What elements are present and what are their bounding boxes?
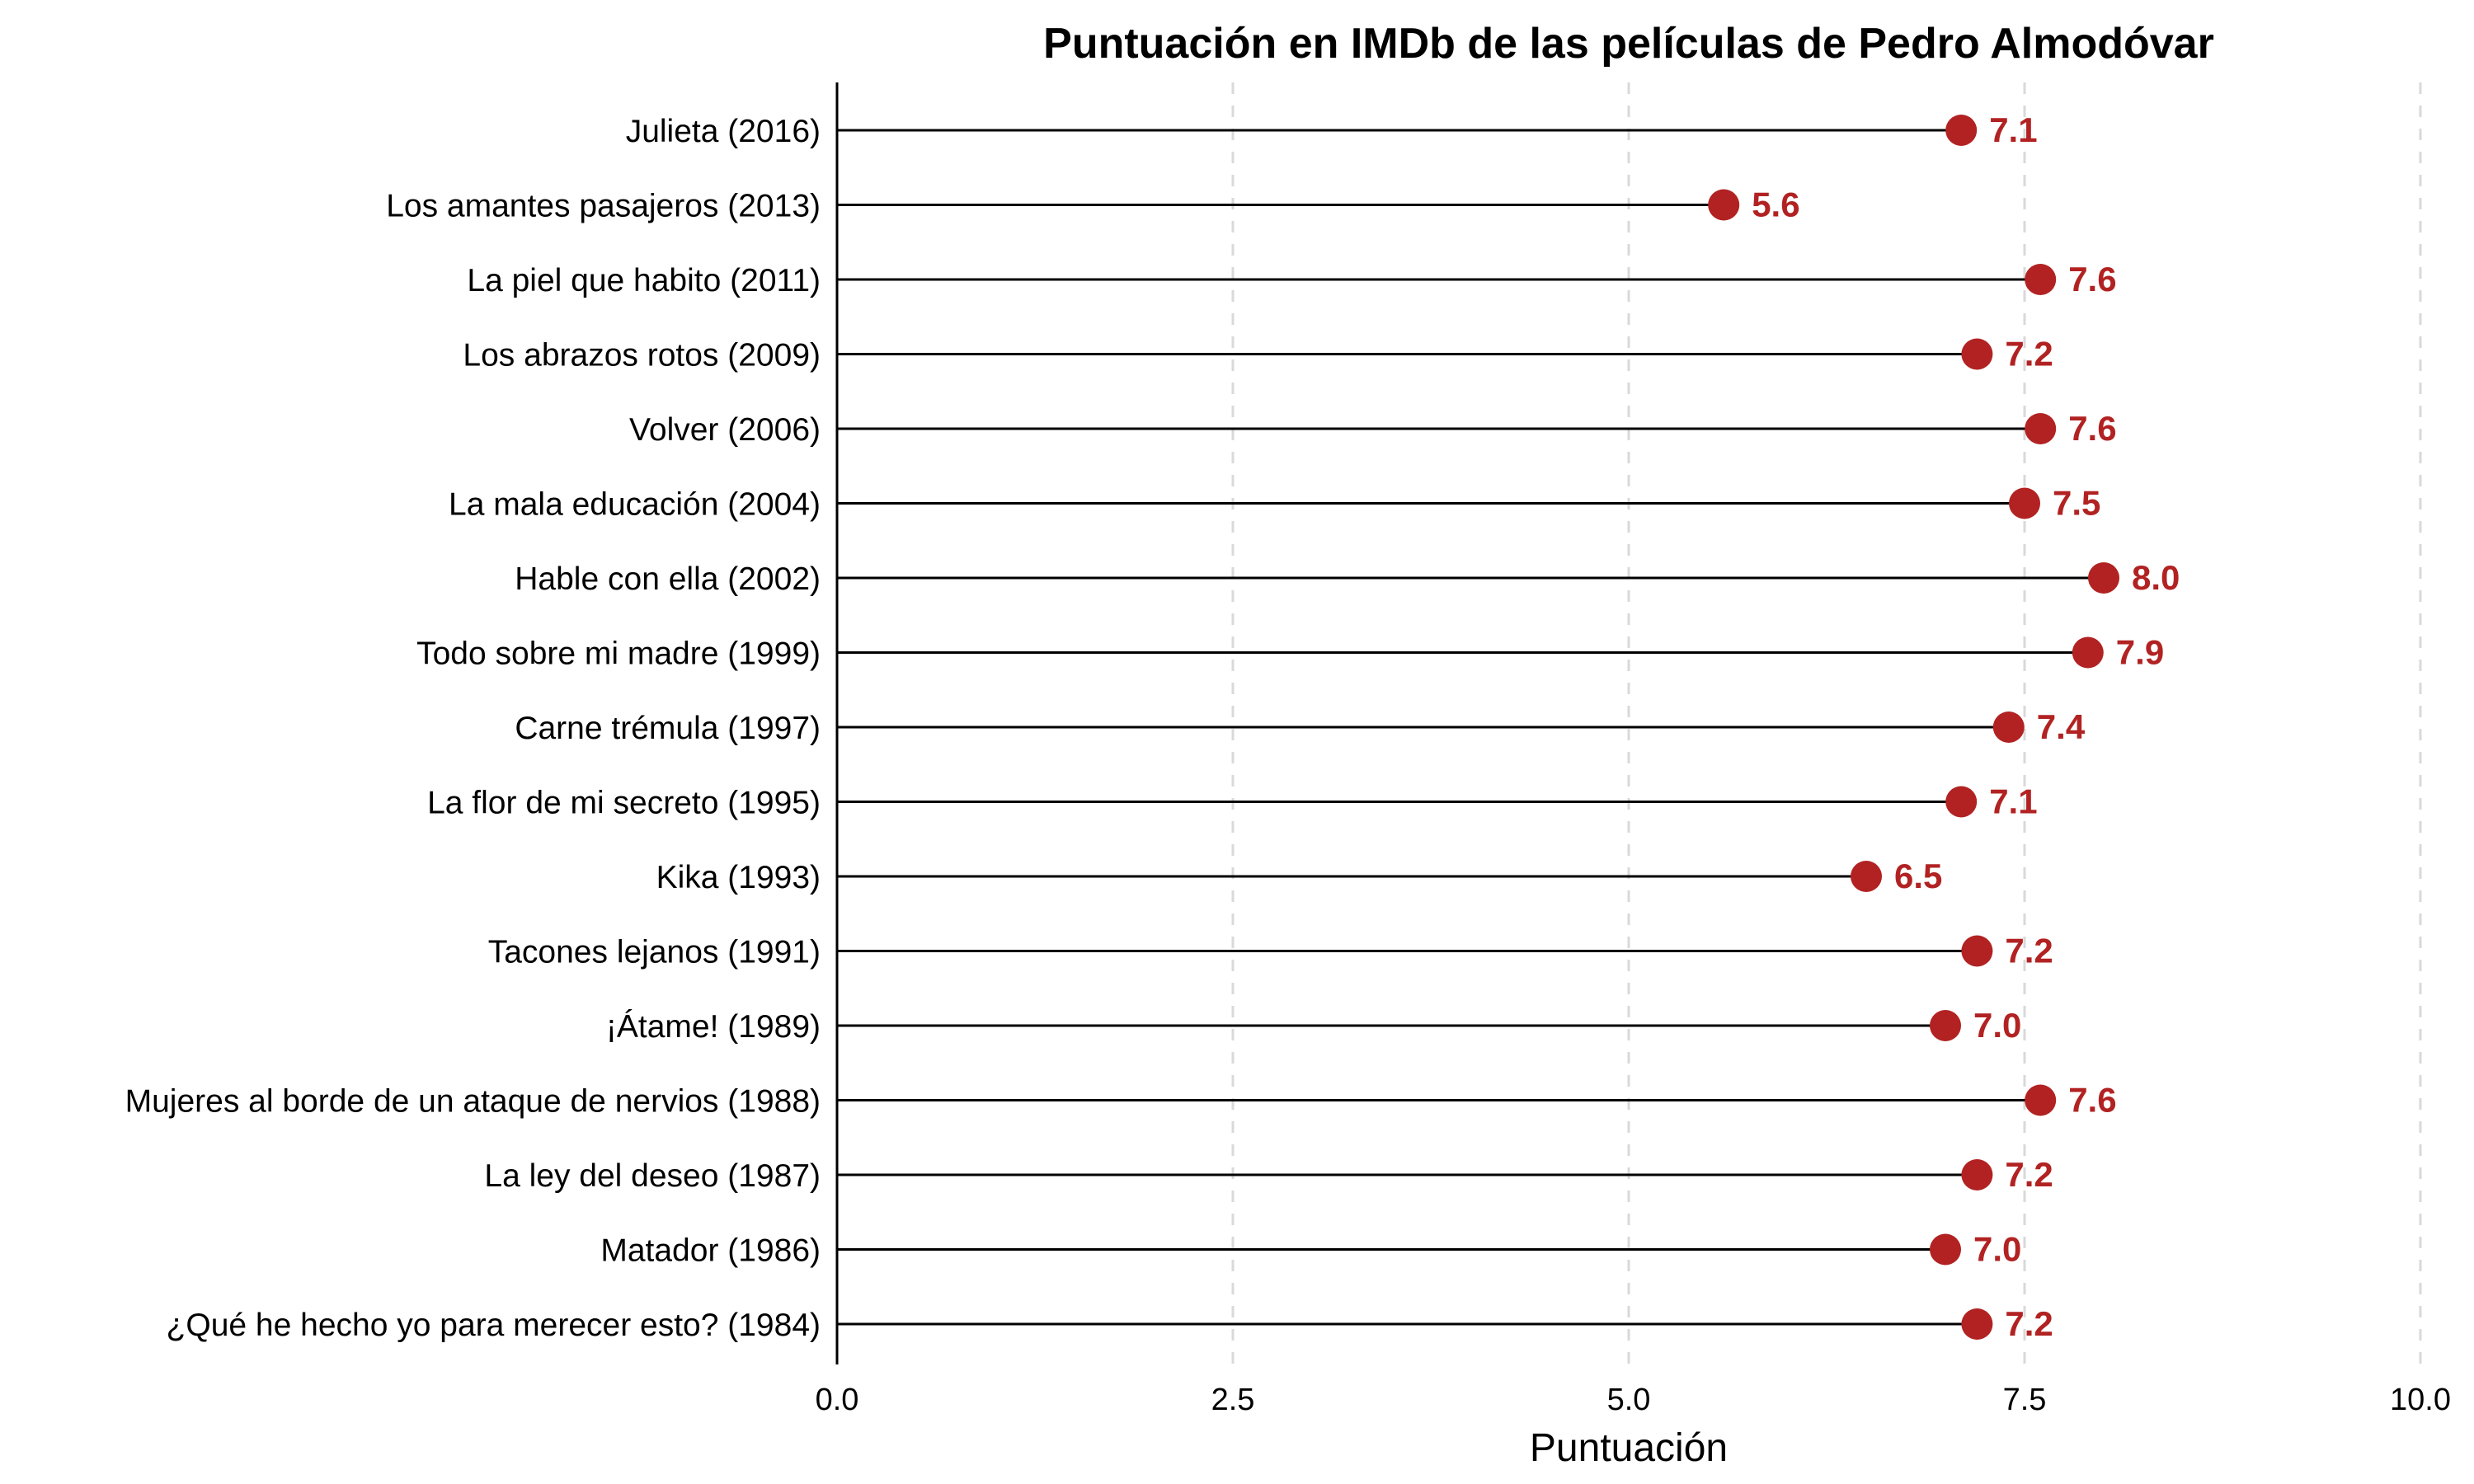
category-label: La mala educación (2004) (449, 487, 821, 523)
category-label: La flor de mi secreto (1995) (427, 786, 821, 821)
value-label: 7.1 (1989, 782, 2037, 821)
category-label: ¡Átame! (1989) (606, 1009, 821, 1045)
point (1930, 1233, 1961, 1266)
x-tick-label: 10.0 (2390, 1383, 2451, 1417)
value-label: 7.2 (2005, 932, 2053, 970)
category-label: Hable con ella (2002) (515, 561, 821, 597)
value-label: 7.6 (2068, 409, 2116, 448)
value-label: 7.5 (2053, 484, 2100, 523)
category-label: Julieta (2016) (626, 114, 821, 149)
value-label: 7.1 (1989, 110, 2037, 149)
x-tick-label: 5.0 (1607, 1383, 1651, 1417)
point (1851, 861, 1882, 892)
grid-lines (1231, 82, 2422, 1364)
point (2009, 487, 2040, 519)
point (1708, 189, 1740, 221)
category-label: Tacones lejanos (1991) (488, 935, 821, 970)
x-tick-labels: 0.0 2.5 5.0 7.5 10.0 (816, 1383, 2451, 1417)
value-label: 6.5 (1894, 857, 1942, 895)
category-label: ¿Qué he hecho yo para merecer esto? (198… (167, 1308, 821, 1343)
category-label: Todo sobre mi madre (1999) (416, 636, 821, 672)
point (1961, 338, 1993, 370)
value-label: 7.2 (2005, 1304, 2053, 1343)
value-label: 8.0 (2132, 558, 2180, 597)
value-label: 7.4 (2037, 707, 2086, 746)
point (1945, 786, 1978, 818)
category-label: Volver (2006) (629, 412, 821, 448)
value-label: 7.2 (2005, 1155, 2053, 1194)
category-label: Kika (1993) (656, 860, 821, 895)
category-label: Carne trémula (1997) (515, 711, 821, 746)
stems (837, 129, 2104, 1326)
point (2025, 264, 2057, 295)
x-tick-label: 7.5 (2003, 1383, 2047, 1417)
category-label: Los amantes pasajeros (2013) (386, 189, 821, 224)
x-tick-label: 0.0 (816, 1383, 859, 1417)
category-label: Los abrazos rotos (2009) (463, 338, 821, 373)
point (2025, 413, 2057, 444)
value-labels: 7.15.67.67.27.67.58.07.97.47.16.57.27.07… (1752, 110, 2180, 1343)
point (2025, 1084, 2057, 1116)
point (1945, 115, 1978, 146)
value-label: 7.9 (2116, 633, 2164, 672)
point (1930, 1010, 1961, 1041)
chart-title: Puntuación en IMDb de las películas de P… (1043, 20, 2214, 68)
value-label: 7.2 (2005, 335, 2053, 373)
point (1961, 1159, 1993, 1190)
point (2072, 636, 2104, 669)
point (1961, 935, 1993, 967)
point (1961, 1308, 1993, 1340)
category-label: La piel que habito (2011) (467, 263, 821, 298)
value-label: 7.6 (2068, 260, 2116, 298)
category-label: Mujeres al borde de un ataque de nervios… (125, 1084, 821, 1120)
points (1708, 115, 2119, 1340)
value-label: 7.0 (1973, 1230, 2021, 1269)
point (1992, 711, 2025, 743)
value-label: 5.6 (1752, 186, 1799, 224)
category-label: La ley del deseo (1987) (484, 1158, 821, 1194)
x-axis-title: Puntuación (1530, 1426, 1728, 1470)
value-label: 7.6 (2068, 1081, 2116, 1120)
value-label: 7.0 (1973, 1006, 2021, 1045)
x-tick-label: 2.5 (1211, 1383, 1255, 1417)
category-label: Matador (1986) (600, 1233, 821, 1269)
point (2088, 562, 2119, 594)
category-labels: Julieta (2016) Los amantes pasajeros (201… (125, 114, 821, 1343)
